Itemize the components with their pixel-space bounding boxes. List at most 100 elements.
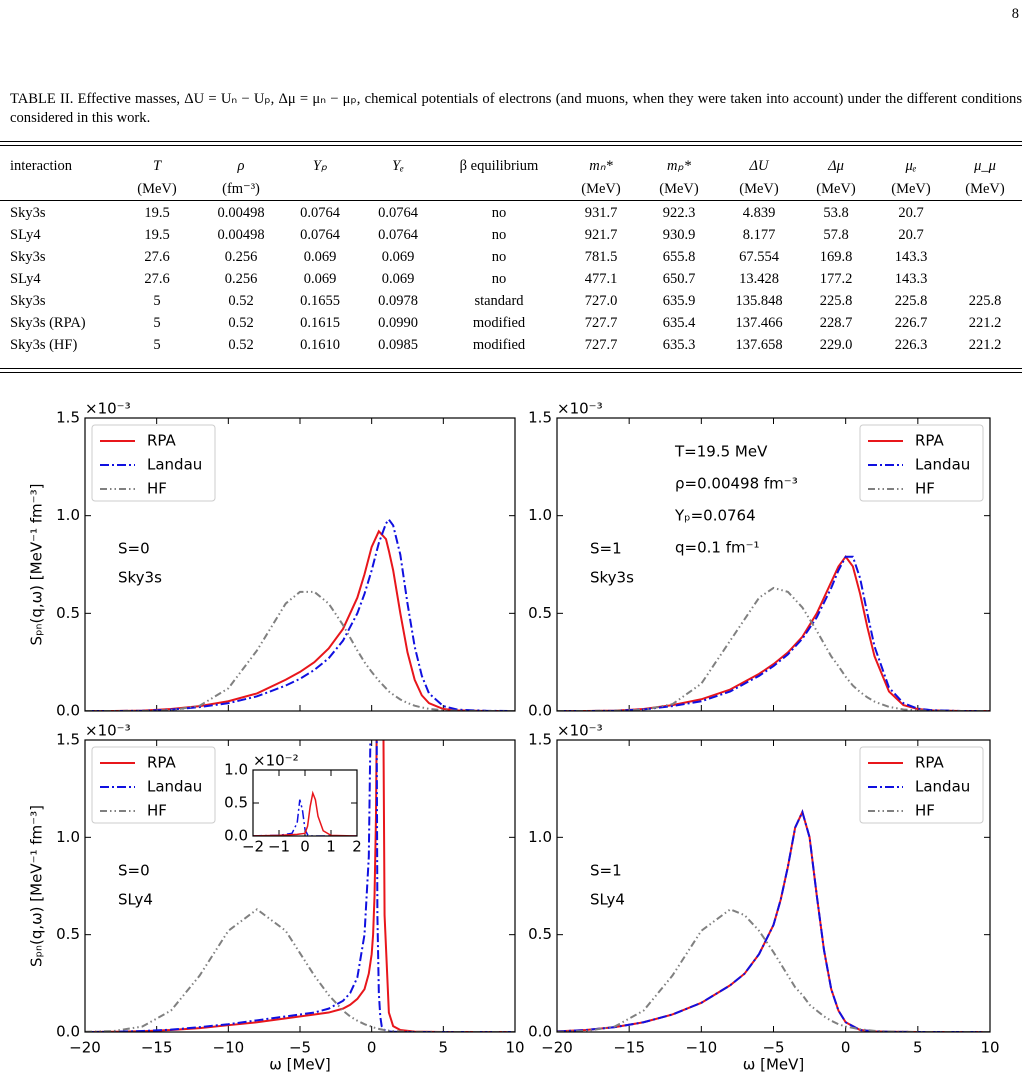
table-cell: 655.8 [662,249,696,265]
panel-label: S=0 [118,862,150,880]
y-tick-label: 1.0 [56,506,80,524]
table-cell: 221.2 [968,337,1002,353]
table-cell: 0.1610 [300,337,340,353]
table-cell: 225.8 [819,293,853,309]
offset-text: ×10⁻³ [85,400,131,418]
page-number: 8 [1011,6,1019,22]
table-rule [0,141,1022,142]
table-cell: SLy4 [10,227,41,243]
table-cell: no [491,249,507,265]
x-tick-label: 1 [326,838,336,856]
table-cell: 225.8 [968,293,1002,309]
legend-label: HF [915,802,935,820]
y-tick-label: 0.0 [224,827,248,845]
table-cell: modified [472,337,526,353]
table-rule [0,372,1022,373]
table-cell: Sky3s (HF) [10,337,78,353]
table-cell: (MeV) [965,181,1005,197]
panel-label: S=0 [118,540,150,558]
y-tick-label: 0.5 [56,604,80,622]
table-cell: (MeV) [659,181,699,197]
table-cell: 228.7 [819,315,853,331]
table-cell: (MeV) [137,181,177,197]
table-cell: 20.7 [898,227,924,243]
legend-box [91,424,216,502]
series-line [253,790,357,836]
legend-label: HF [915,480,935,498]
series-line [85,908,515,1032]
condition-label: ρ=0.00498 fm⁻³ [675,475,798,493]
table-cell: 53.8 [823,205,849,221]
table-cell: 0.1615 [300,315,340,331]
table-cell: 635.9 [662,293,696,309]
table-cell: 143.3 [894,271,928,287]
table-rule [0,200,1022,201]
table-cell: mₚ* [667,158,691,174]
x-tick-label: 2 [352,838,362,856]
y-tick-label: 1.5 [528,409,552,427]
panel-label: S=1 [590,540,622,558]
plot-frame [556,739,991,1033]
plot-background [253,770,357,836]
x-tick-label: 0 [841,1039,851,1057]
table-cell: 67.554 [739,249,779,265]
table-cell: (MeV) [816,181,856,197]
table-cell: 137.466 [735,315,783,331]
series-line [557,908,990,1032]
y-tick-label: 0.0 [528,702,552,720]
panel-label: SLy4 [590,891,625,909]
table-cell: 0.069 [381,249,415,265]
table-cell: 27.6 [144,271,170,287]
x-tick-label: −5 [289,1039,311,1057]
x-tick-label: −2 [242,838,264,856]
table-cell: 635.4 [662,315,696,331]
table-cell: 0.069 [381,271,415,287]
table-cell: mₙ* [589,158,613,174]
table-cell: 781.5 [584,249,618,265]
y-tick-label: 1.5 [56,731,80,749]
table-cell: 137.658 [735,337,783,353]
panel-label: Sky3s [118,569,162,587]
table-cell: μₑ [905,158,917,174]
condition-label: Yₚ=0.0764 [674,507,756,525]
table-cell: 0.00498 [217,227,265,243]
table-cell: 0.256 [224,249,258,265]
table-cell: ρ [237,158,245,174]
y-tick-label: 1.0 [528,506,552,524]
legend-label: RPA [915,754,945,772]
legend-label: Landau [147,456,202,474]
x-tick-label: −20 [541,1039,573,1057]
table-cell: no [491,205,507,221]
table-cell: 0.52 [228,337,254,353]
table-cell: 226.3 [894,337,928,353]
table-cell: 226.7 [894,315,928,331]
table-cell: (MeV) [891,181,931,197]
table-rule [0,368,1022,369]
legend-box [91,746,216,824]
table-cell: 477.1 [584,271,618,287]
table-cell: 921.7 [584,227,618,243]
table-cell: interaction [10,158,73,174]
table-cell: Sky3s [10,293,46,309]
table-cell: Yₑ [392,158,404,174]
table-cell: 930.9 [662,227,696,243]
panel-label: Sky3s [590,569,634,587]
table-caption: TABLE II. Effective masses, ΔU = Uₙ − Uₚ… [10,91,1022,126]
x-tick-label: −10 [686,1039,718,1057]
x-tick-label: 5 [913,1039,923,1057]
table-cell: 0.0764 [300,205,340,221]
table-cell: 0.069 [303,249,337,265]
table-cell: 0.0764 [378,205,418,221]
table-cell: 922.3 [662,205,696,221]
table-cell: 0.0985 [378,337,418,353]
y-tick-label: 0.5 [528,925,552,943]
offset-text: ×10⁻³ [557,722,603,740]
y-tick-label: 0.0 [528,1023,552,1041]
table-cell: 0.0990 [378,315,418,331]
table-cell: 650.7 [662,271,696,287]
x-tick-label: 5 [439,1039,449,1057]
table-cell: 5 [153,337,161,353]
table-cell: 0.069 [303,271,337,287]
table-cell: 0.0764 [378,227,418,243]
table-cell: Sky3s [10,205,46,221]
